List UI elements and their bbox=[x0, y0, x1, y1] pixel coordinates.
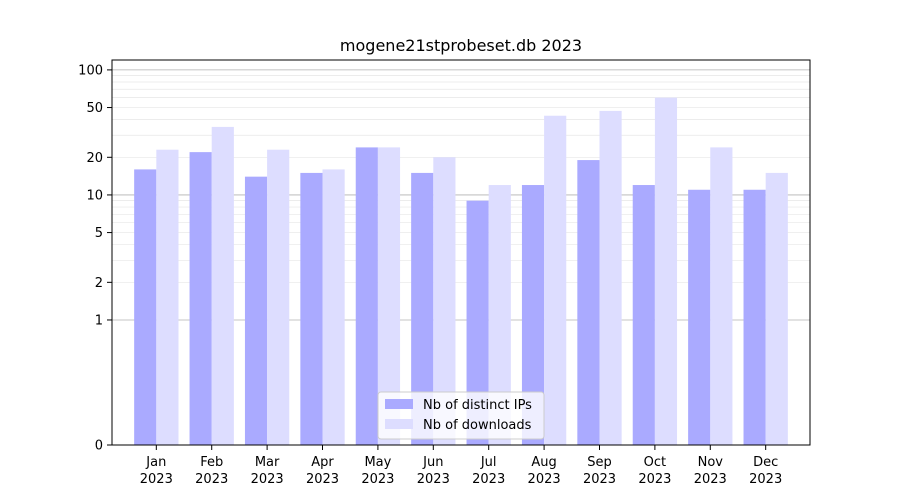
x-tick-label-year: 2023 bbox=[140, 472, 173, 487]
bar-downloads-aug bbox=[544, 116, 566, 445]
bar-ips-apr bbox=[300, 173, 322, 445]
bar-downloads-mar bbox=[267, 150, 289, 445]
bar-ips-nov bbox=[688, 190, 710, 445]
bar-ips-may bbox=[356, 147, 378, 445]
y-axis: 0 1 2 5 10 20 50 100 bbox=[78, 63, 112, 453]
x-tick-label-year: 2023 bbox=[528, 472, 561, 487]
bar-ips-dec bbox=[744, 190, 766, 445]
y-tick-label: 50 bbox=[86, 101, 103, 116]
x-tick-label-month: Oct bbox=[644, 455, 666, 470]
x-tick-label-year: 2023 bbox=[251, 472, 284, 487]
x-tick-label-month: Jun bbox=[422, 455, 443, 470]
y-tick-label: 0 bbox=[95, 439, 103, 454]
x-tick-label-year: 2023 bbox=[583, 472, 616, 487]
bar-downloads-apr bbox=[323, 169, 345, 445]
bar-ips-feb bbox=[190, 152, 212, 445]
bar-ips-jan bbox=[134, 169, 156, 445]
x-tick-label-year: 2023 bbox=[417, 472, 450, 487]
x-tick-label-month: Jul bbox=[480, 455, 497, 470]
y-tick-label: 10 bbox=[86, 188, 103, 203]
y-tick-label: 2 bbox=[95, 276, 103, 291]
bar-ips-oct bbox=[633, 185, 655, 445]
bar-downloads-sep bbox=[599, 111, 621, 445]
legend: Nb of distinct IPs Nb of downloads bbox=[378, 392, 544, 439]
x-tick-label-month: Apr bbox=[311, 455, 334, 470]
y-tick-label: 20 bbox=[86, 151, 103, 166]
bar-ips-sep bbox=[577, 160, 599, 445]
x-tick-label-year: 2023 bbox=[749, 472, 782, 487]
x-tick-label-month: Sep bbox=[587, 455, 612, 470]
x-tick-label-month: Mar bbox=[255, 455, 280, 470]
bar-downloads-feb bbox=[212, 127, 234, 445]
x-tick-label-month: Feb bbox=[200, 455, 223, 470]
y-tick-label: 1 bbox=[95, 313, 103, 328]
legend-swatch-ips bbox=[385, 399, 413, 409]
x-tick-label-year: 2023 bbox=[361, 472, 394, 487]
legend-swatch-downloads bbox=[385, 419, 413, 429]
bar-downloads-dec bbox=[766, 173, 788, 445]
legend-label-ips: Nb of distinct IPs bbox=[423, 398, 532, 413]
x-tick-label-month: Jan bbox=[145, 455, 166, 470]
bar-downloads-nov bbox=[710, 147, 732, 445]
bar-downloads-oct bbox=[655, 98, 677, 445]
x-tick-label-year: 2023 bbox=[195, 472, 228, 487]
x-axis: Jan 2023 Feb 2023 Mar 2023 Apr 2023 May 2023 Jun 20… bbox=[140, 445, 782, 487]
legend-label-downloads: Nb of downloads bbox=[423, 418, 532, 433]
x-tick-label-month: Aug bbox=[531, 455, 556, 470]
x-tick-label-month: Nov bbox=[698, 455, 724, 470]
x-tick-label-year: 2023 bbox=[472, 472, 505, 487]
chart-title: mogene21stprobeset.db 2023 bbox=[340, 36, 582, 55]
bar-ips-mar bbox=[245, 177, 267, 445]
x-tick-label-year: 2023 bbox=[638, 472, 671, 487]
x-tick-label-year: 2023 bbox=[306, 472, 339, 487]
bar-downloads-jan bbox=[156, 150, 178, 445]
y-tick-label: 5 bbox=[95, 226, 103, 241]
x-tick-label-month: Dec bbox=[753, 455, 778, 470]
y-tick-label: 100 bbox=[78, 63, 103, 78]
x-tick-label-month: May bbox=[364, 455, 391, 470]
x-tick-label-year: 2023 bbox=[694, 472, 727, 487]
